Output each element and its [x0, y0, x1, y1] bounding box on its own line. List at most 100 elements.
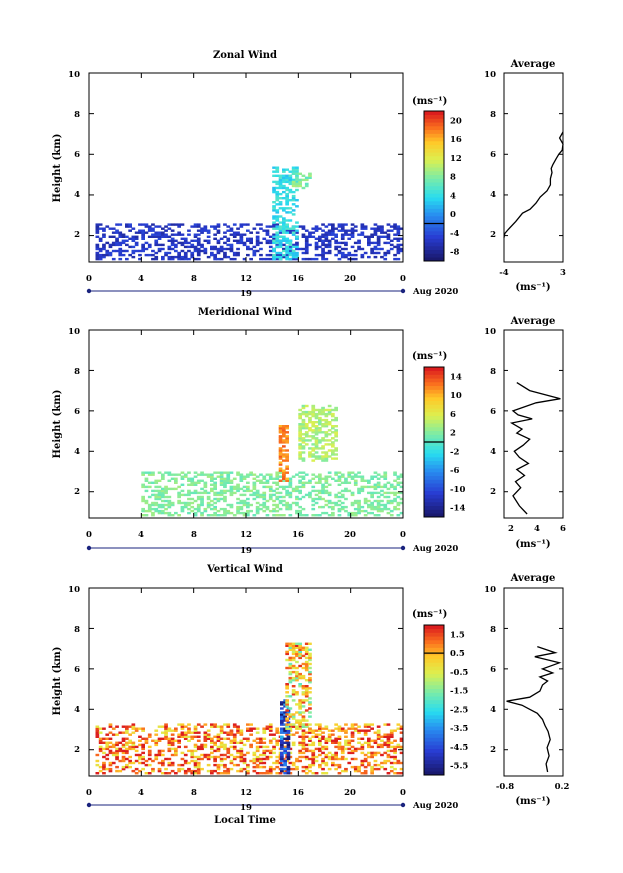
heatmap-cell — [321, 505, 325, 509]
heatmap-cell — [206, 503, 211, 507]
heatmap-cell — [111, 751, 116, 755]
heatmap-cell — [170, 487, 175, 491]
heatmap-cell — [337, 223, 342, 226]
heatmap-cell — [177, 251, 181, 255]
heatmap-cell — [301, 735, 306, 738]
heatmap-cell — [298, 642, 302, 645]
heatmap-cell — [259, 507, 263, 511]
heatmap-cell — [291, 664, 296, 668]
heatmap-cell — [268, 487, 273, 491]
heatmap-cell — [151, 514, 155, 517]
heatmap-cell — [324, 233, 329, 236]
heatmap-cell — [288, 176, 293, 179]
heatmap-cell — [350, 475, 355, 478]
heatmap-cell — [275, 739, 280, 742]
heatmap-cell — [380, 761, 384, 765]
heatmap-cell — [239, 487, 244, 491]
heatmap-cell — [232, 739, 237, 742]
heatmap-cell — [291, 656, 296, 660]
heatmap-cell — [295, 503, 299, 507]
heatmap-cell — [282, 425, 286, 428]
heatmap-cell — [283, 699, 287, 702]
heatmap-cell — [125, 763, 129, 767]
heatmap-cell — [282, 479, 286, 482]
heatmap-cell — [232, 223, 237, 226]
heatmap-cell — [206, 755, 211, 759]
heatmap-cell — [213, 225, 217, 228]
heatmap-cell — [314, 431, 319, 434]
heatmap-cell — [393, 772, 397, 775]
heatmap-cell — [308, 479, 312, 482]
heatmap-cell — [246, 239, 250, 242]
heatmap-cell — [242, 475, 247, 478]
heatmap-cell — [190, 509, 195, 513]
heatmap-cell — [393, 749, 397, 753]
heatmap-cell — [285, 229, 289, 232]
heatmap-cell — [337, 765, 342, 769]
heatmap-cell — [321, 241, 325, 245]
heatmap-cell — [280, 721, 284, 724]
heatmap-cell — [265, 499, 270, 503]
y-tick-label: 10 — [68, 585, 80, 595]
heatmap-cell — [102, 763, 106, 767]
heatmap-cell — [304, 229, 309, 232]
heatmap-cell — [268, 495, 273, 499]
heatmap-cell — [344, 223, 348, 226]
heatmap-cell — [134, 249, 139, 253]
heatmap-cell — [275, 755, 280, 759]
heatmap-cell — [399, 727, 404, 730]
heatmap-cell — [265, 514, 270, 517]
heatmap-cell — [340, 247, 345, 251]
heatmap-cell — [334, 763, 338, 767]
heatmap-cell — [216, 767, 221, 771]
heatmap-cell — [242, 767, 247, 771]
heatmap-cell — [353, 757, 358, 761]
heatmap-cell — [252, 497, 257, 501]
avg-y-tick-label: 2 — [490, 745, 496, 755]
heatmap-cell — [151, 769, 155, 773]
heatmap-cell — [324, 451, 329, 454]
heatmap-cell — [373, 471, 378, 474]
heatmap-cell — [275, 186, 280, 190]
heatmap-cell — [157, 509, 162, 513]
heatmap-cell — [285, 231, 289, 234]
heatmap-cell — [246, 487, 250, 491]
heatmap-cell — [246, 727, 250, 730]
heatmap-cell — [324, 239, 329, 242]
heatmap-cell — [236, 487, 240, 491]
heatmap-cell — [239, 239, 244, 242]
heatmap-cell — [334, 429, 338, 432]
heatmap-cell — [219, 483, 224, 486]
heatmap-cell — [193, 749, 198, 753]
heatmap-cell — [298, 685, 302, 688]
heatmap-cell — [98, 769, 103, 773]
heatmap-cell — [193, 725, 198, 728]
heatmap-cell — [301, 676, 306, 680]
colorbar-tick-label: 8 — [450, 173, 456, 183]
heatmap-cell — [393, 257, 397, 261]
heatmap-cell — [376, 501, 381, 505]
heatmap-cell — [210, 475, 214, 478]
heatmap-cell — [249, 729, 253, 732]
heatmap-cell — [193, 761, 198, 765]
heatmap-cell — [370, 485, 374, 489]
heatmap-cell — [337, 471, 342, 474]
heatmap-cell — [295, 646, 299, 649]
heatmap-cell — [282, 475, 286, 478]
heatmap-cell — [311, 749, 316, 753]
heatmap-cell — [308, 749, 312, 753]
heatmap-cell — [389, 485, 394, 489]
heatmap-cell — [183, 725, 188, 728]
y-tick-label: 4 — [74, 705, 80, 715]
heatmap-cell — [376, 743, 381, 747]
heatmap-cell — [386, 745, 391, 749]
heatmap-cell — [324, 475, 329, 478]
heatmap-cell — [311, 497, 316, 501]
heatmap-cell — [321, 229, 325, 232]
heatmap-cell — [203, 483, 208, 486]
heatmap-cell — [363, 499, 368, 503]
heatmap-cell — [125, 223, 129, 226]
heatmap-cell — [239, 223, 244, 226]
heatmap-cell — [399, 243, 404, 247]
heatmap-cell — [285, 709, 289, 712]
